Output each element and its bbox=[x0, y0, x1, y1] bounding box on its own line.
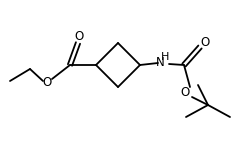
Text: O: O bbox=[74, 29, 84, 42]
Text: O: O bbox=[180, 86, 190, 100]
Text: O: O bbox=[200, 36, 210, 49]
Text: O: O bbox=[42, 75, 52, 89]
Text: N: N bbox=[156, 55, 164, 69]
Text: H: H bbox=[161, 52, 169, 62]
